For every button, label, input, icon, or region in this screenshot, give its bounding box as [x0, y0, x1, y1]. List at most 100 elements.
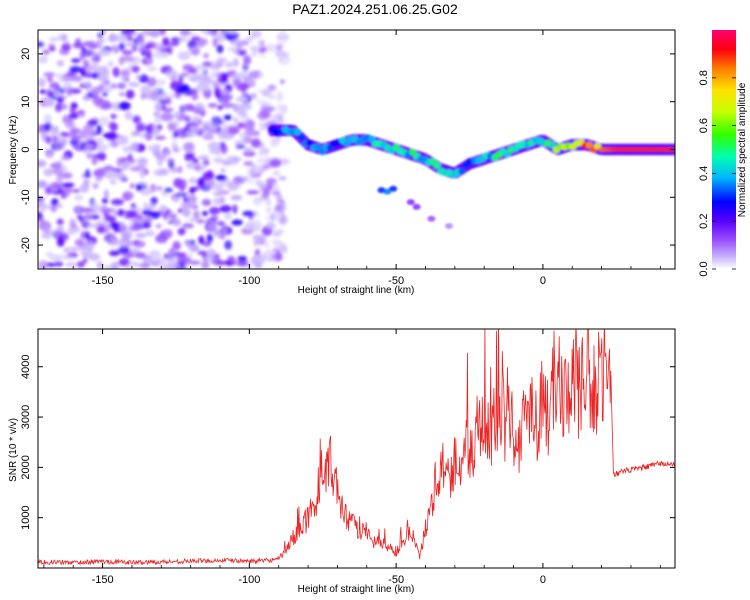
noise-blob — [177, 227, 186, 236]
noise-blob — [110, 83, 117, 89]
noise-blob — [221, 228, 228, 235]
noise-blob — [137, 220, 145, 225]
noise-blob — [111, 198, 124, 206]
noise-blob — [251, 130, 260, 137]
noise-blob — [97, 32, 103, 39]
noise-blob — [196, 218, 206, 224]
noise-blob — [276, 44, 283, 52]
snr-x-tick-label: 0 — [540, 574, 546, 586]
noise-blob — [177, 208, 184, 213]
noise-blob — [191, 91, 199, 101]
noise-blob — [220, 168, 226, 173]
noise-blob — [46, 76, 54, 83]
noise-blob — [65, 262, 78, 268]
noise-blob — [220, 144, 228, 155]
noise-blob — [244, 222, 254, 231]
noise-blob — [45, 135, 51, 144]
noise-blob — [91, 202, 100, 211]
noise-blob — [140, 51, 148, 57]
noise-blob — [169, 213, 178, 221]
spectrogram-x-tick-label: -150 — [92, 275, 114, 287]
noise-blob — [144, 30, 151, 36]
noise-blob — [91, 157, 98, 165]
colorbar-tick-label: 0.0 — [698, 261, 710, 276]
noise-blob — [280, 244, 288, 254]
noise-blob — [119, 92, 125, 97]
noise-blob — [102, 144, 109, 151]
spectrogram-x-tick-label: -50 — [388, 275, 404, 287]
side-streak-blob — [383, 188, 392, 195]
noise-blob — [154, 135, 166, 140]
noise-blob — [39, 204, 46, 213]
noise-blob — [194, 64, 202, 71]
noise-blob — [263, 241, 270, 248]
noise-blob — [54, 73, 65, 79]
noise-blob — [265, 43, 277, 53]
noise-blob — [145, 216, 153, 221]
noise-blob — [183, 144, 195, 153]
noise-blob — [164, 187, 173, 193]
noise-blob — [84, 143, 95, 149]
noise-blob — [77, 110, 85, 114]
noise-blob — [86, 40, 97, 49]
noise-blob — [137, 41, 145, 48]
noise-blob — [69, 127, 81, 134]
noise-blob — [46, 262, 57, 267]
noise-blob — [201, 211, 208, 216]
noise-blob — [60, 132, 69, 137]
noise-blob — [80, 247, 91, 258]
noise-blob — [249, 46, 261, 51]
noise-blob — [81, 207, 93, 213]
noise-blob — [277, 91, 283, 99]
noise-blob — [240, 83, 249, 91]
noise-blob — [116, 82, 127, 90]
noise-blob — [56, 218, 64, 226]
noise-blob — [278, 51, 284, 62]
noise-blob — [38, 260, 48, 269]
noise-blob — [141, 59, 148, 64]
noise-blob — [210, 116, 223, 126]
noise-blob — [185, 130, 197, 138]
noise-blob — [44, 97, 55, 107]
noise-blob — [72, 205, 82, 214]
noise-blob — [278, 176, 287, 181]
noise-blob — [246, 190, 260, 195]
chart-title: PAZ1.2024.251.06.25.G02 — [292, 1, 458, 17]
noise-blob — [192, 73, 205, 80]
noise-blob — [250, 30, 262, 38]
noise-blob — [269, 142, 279, 148]
noise-blob — [228, 36, 236, 42]
noise-blob — [274, 171, 281, 177]
noise-blob — [110, 221, 121, 230]
noise-blob — [101, 197, 109, 204]
ridge-core — [298, 134, 306, 141]
noise-blob — [270, 239, 282, 244]
noise-blob — [112, 66, 120, 77]
noise-blob — [243, 161, 254, 167]
noise-blob — [210, 215, 219, 221]
spectrogram-y-tick-label: -10 — [20, 189, 32, 205]
noise-blob — [256, 151, 266, 157]
noise-blob — [89, 62, 99, 72]
noise-blob — [261, 88, 271, 97]
noise-blob — [242, 210, 255, 217]
noise-blob — [86, 153, 94, 159]
noise-blob — [84, 231, 90, 240]
noise-blob — [265, 198, 272, 206]
side-streak-blob — [445, 223, 453, 229]
noise-blob — [161, 53, 168, 59]
noise-blob — [168, 41, 180, 47]
snr-x-tick-label: -50 — [388, 574, 404, 586]
snr-y-tick-label: 3000 — [20, 405, 32, 429]
noise-blob — [162, 210, 168, 221]
noise-blob — [178, 36, 189, 42]
noise-blob — [256, 158, 266, 163]
noise-blob — [120, 68, 131, 77]
noise-blob — [143, 202, 149, 212]
noise-blob — [219, 72, 230, 79]
noise-blob — [154, 115, 162, 124]
noise-blob — [230, 160, 239, 165]
ridge-core — [326, 144, 334, 151]
noise-blob — [242, 136, 254, 144]
noise-blob — [213, 157, 225, 164]
